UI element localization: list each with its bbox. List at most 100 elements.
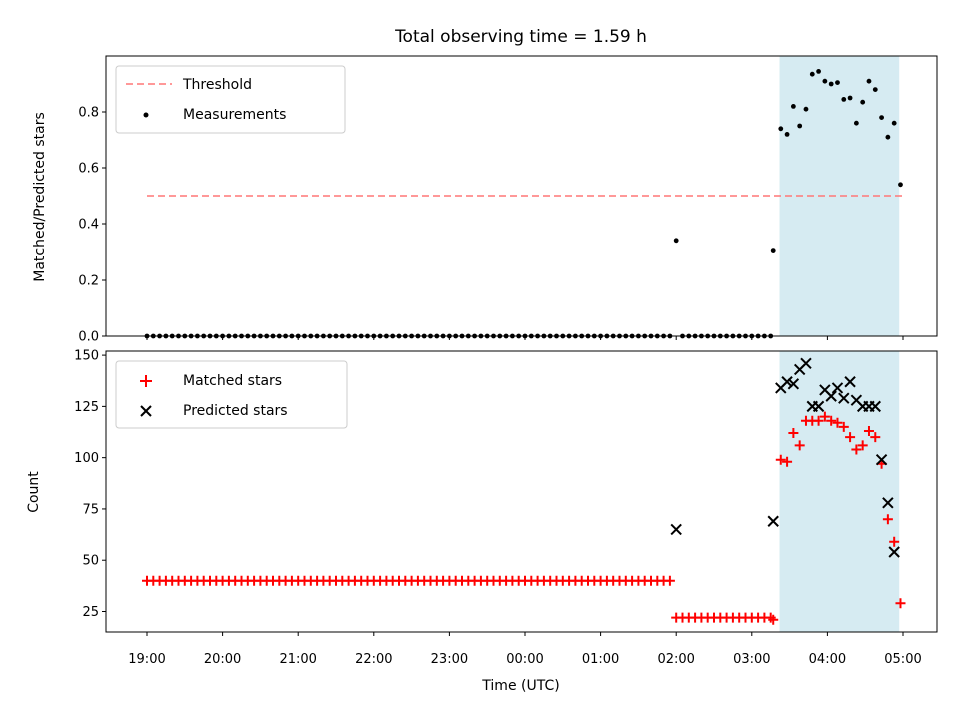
- bottom-axes-frame: [105, 350, 938, 633]
- y-tick-label: 100: [74, 451, 99, 466]
- x-tick-label: 04:00: [809, 652, 846, 667]
- y-tick-label: 0.6: [78, 162, 99, 177]
- measurement-point: [778, 126, 784, 132]
- matched-star-point: [782, 456, 793, 467]
- matched-star-point: [838, 421, 849, 432]
- bottom-panel: 25 50 75 100 125 150 19:00 20:00 21:00 22:00 23:0…: [26, 349, 938, 694]
- predicted-star-point: [800, 357, 812, 370]
- measurement-point: [879, 115, 884, 120]
- x-tick-label: 19:00: [128, 652, 165, 667]
- measurement-point: [784, 132, 790, 137]
- measurement-point: [797, 123, 803, 129]
- y-tick-label: 0.4: [78, 218, 99, 233]
- predicted-star-point: [767, 515, 779, 527]
- matched-star-point: [775, 454, 786, 465]
- matched-star-point: [845, 432, 856, 443]
- legend-threshold-label: Threshold: [182, 77, 252, 93]
- matched-star-point: [664, 575, 675, 586]
- legend-matched-swatch: [140, 375, 152, 387]
- predicted-star-point: [844, 376, 856, 388]
- measurement-point: [891, 120, 897, 126]
- top-y-ticks: 0.0 0.2 0.4 0.6 0.8: [78, 106, 106, 345]
- predicted-star-point: [869, 400, 881, 413]
- top-legend-box: [115, 65, 346, 134]
- y-tick-label: 25: [82, 605, 99, 620]
- legend-matched-label: Matched stars: [183, 373, 282, 389]
- predicted-star-point: [838, 392, 850, 404]
- bottom-x-ticks: 19:00 20:00 21:00 22:00 23:00 00:00 01:00 02:00…: [128, 632, 922, 667]
- x-tick-label: 21:00: [279, 652, 316, 667]
- predicted-star-point: [787, 378, 800, 390]
- measurement-point: [847, 95, 853, 101]
- measurement-point: [841, 97, 847, 102]
- measurement-point: [872, 87, 878, 92]
- y-tick-label: 150: [74, 349, 99, 364]
- x-tick-label: 05:00: [884, 652, 921, 667]
- measurement-point: [816, 69, 821, 74]
- matched-star-point: [826, 415, 837, 426]
- matched-star-point: [889, 536, 900, 547]
- legend-measurements-label: Measurements: [183, 107, 286, 123]
- predicted-star-point: [670, 523, 682, 536]
- x-tick-label: 20:00: [204, 652, 241, 667]
- y-tick-label: 0.2: [78, 274, 99, 289]
- matched-star-point: [819, 411, 830, 422]
- x-tick-label: 03:00: [733, 652, 770, 667]
- top-legend: Threshold Measurements: [115, 65, 346, 134]
- top-axes-frame: [105, 55, 938, 337]
- predicted-star-point: [812, 400, 825, 413]
- predicted-star-point: [875, 454, 888, 466]
- y-tick-label: 125: [74, 400, 99, 415]
- matched-star-point: [863, 425, 874, 436]
- predicted-star-point: [888, 546, 900, 558]
- matched-star-point: [870, 432, 881, 443]
- x-tick-label: 01:00: [582, 652, 619, 667]
- measurement-point: [822, 78, 828, 84]
- bottom-points: [142, 357, 906, 625]
- measurement-point: [898, 182, 903, 188]
- measurement-point: [790, 104, 796, 109]
- measurement-point: [853, 120, 859, 126]
- x-tick-label: 22:00: [355, 652, 392, 667]
- measurement-point: [885, 134, 891, 140]
- predicted-star-point: [781, 376, 793, 388]
- legend-predicted-swatch: [140, 405, 152, 417]
- matched-star-point: [813, 415, 824, 426]
- bottom-y-axis-label: Count: [26, 471, 42, 513]
- matched-star-point: [895, 598, 906, 609]
- predicted-star-point: [882, 497, 894, 509]
- matched-star-point: [788, 428, 799, 439]
- measurement-point: [803, 106, 809, 112]
- measurement-point: [835, 80, 840, 85]
- top-panel: 0.00.20.40.60.8 Matched/Predicted stars …: [32, 55, 938, 345]
- measurement-point: [860, 99, 866, 105]
- bottom-legend: Matched stars Predicted stars: [115, 360, 348, 429]
- measurement-point: [828, 81, 834, 87]
- x-tick-label: 23:00: [431, 652, 468, 667]
- top-x-ticks: [146, 336, 904, 340]
- y-tick-label: 0.8: [78, 106, 99, 121]
- matched-star-point: [794, 440, 805, 451]
- measurement-point: [809, 71, 815, 77]
- x-tick-label: 02:00: [657, 652, 694, 667]
- x-axis-label: Time (UTC): [481, 678, 559, 694]
- y-tick-label: 0.0: [78, 330, 99, 345]
- matched-star-point: [857, 440, 868, 451]
- measurement-point: [673, 238, 679, 244]
- legend-predicted-label: Predicted stars: [183, 403, 288, 419]
- matched-star-point: [882, 514, 893, 525]
- bottom-legend-box: [115, 360, 348, 429]
- legend-measurements-swatch: [143, 112, 149, 118]
- measurement-point: [866, 78, 872, 84]
- y-tick-label: 50: [82, 554, 99, 569]
- bottom-highlight-span: [779, 351, 900, 632]
- matched-star-point: [768, 614, 779, 625]
- y-tick-label: 75: [82, 502, 99, 517]
- measurement-point: [770, 248, 776, 254]
- predicted-star-point: [831, 382, 844, 394]
- top-y-axis-label: Matched/Predicted stars: [32, 112, 48, 282]
- x-tick-label: 00:00: [506, 652, 543, 667]
- chart-title: Total observing time = 1.59 h: [394, 27, 647, 47]
- matched-star-point: [832, 417, 843, 428]
